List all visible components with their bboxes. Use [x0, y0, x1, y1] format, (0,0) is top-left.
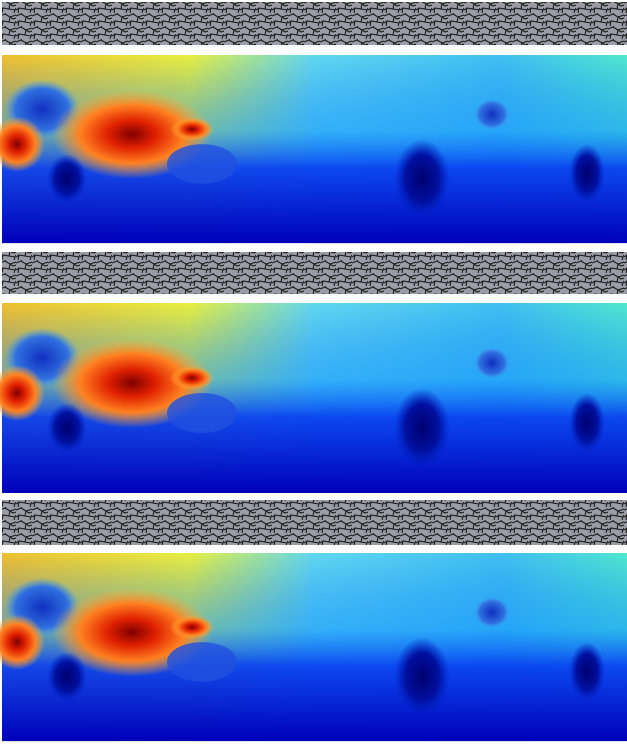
superpixel-strip: [2, 2, 627, 45]
superpixel-strip: [2, 500, 627, 545]
depth-map: [0, 553, 627, 742]
depth-map: [0, 303, 627, 493]
depth-map: [0, 55, 627, 244]
superpixel-strip: [2, 252, 627, 294]
